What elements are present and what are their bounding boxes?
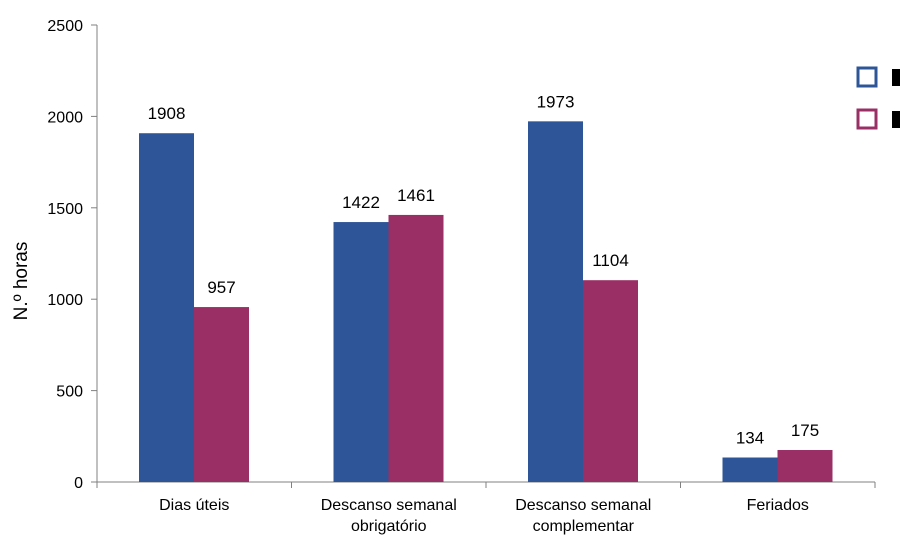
x-axis: Dias úteis Descanso semanal obrigatórioDes… (96, 481, 876, 535)
x-category-label-line: obrigatório (351, 518, 427, 535)
data-labels: 1908 1422 1973 134 957 1461 1104 175 (148, 92, 820, 447)
bar (722, 457, 778, 482)
bar-value-label: 1461 (397, 186, 435, 205)
y-tick-label: 0 (74, 475, 83, 492)
x-category-label-line: complementar (533, 518, 635, 535)
x-category-label-line: Descanso semanal (321, 497, 457, 514)
bar-value-label: 134 (736, 429, 764, 448)
bars (139, 121, 833, 483)
legend-label-clipped (892, 69, 900, 86)
bar (333, 222, 389, 482)
x-category-label: Dias úteis (159, 497, 229, 514)
bar (388, 214, 444, 482)
legend-swatch (856, 108, 878, 130)
y-tick-label: 2500 (47, 18, 83, 35)
bar (777, 450, 833, 482)
bar (194, 307, 249, 482)
x-category-label: Descanso semanal complementar (515, 497, 651, 535)
y-axis: 0 500 1000 1500 2000 2500 (47, 18, 98, 492)
x-category-label-line: Feriados (747, 497, 809, 514)
x-category-label-line: Descanso semanal (515, 497, 651, 514)
bar-value-label: 175 (791, 421, 819, 440)
x-category-label-line: Dias úteis (159, 497, 229, 514)
bar (583, 280, 638, 482)
y-tick-label: 1500 (47, 201, 83, 218)
bar-value-label: 1422 (342, 193, 380, 212)
y-tick-label: 500 (56, 384, 83, 401)
y-tick-label: 2000 (47, 109, 83, 126)
legend (856, 66, 900, 130)
bar (139, 133, 194, 483)
y-axis-title: N.º horas (11, 242, 32, 321)
legend-label-clipped (892, 111, 900, 128)
y-tick-label: 1000 (47, 292, 83, 309)
bar-value-label: 957 (207, 278, 235, 297)
bar-value-label: 1104 (592, 251, 629, 270)
legend-swatch (856, 66, 878, 88)
x-category-label: Descanso semanal obrigatório (321, 497, 457, 535)
bar-value-label: 1908 (148, 104, 186, 123)
bar-value-label: 1973 (537, 92, 575, 111)
x-category-label: Feriados (747, 497, 809, 514)
bar (528, 121, 583, 482)
